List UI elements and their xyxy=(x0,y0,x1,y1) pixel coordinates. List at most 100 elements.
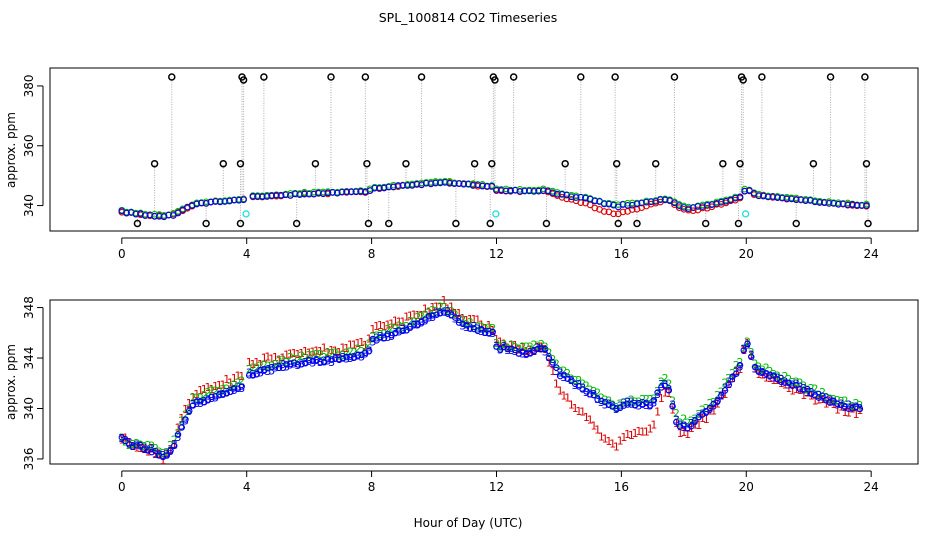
red-marker: 1 xyxy=(527,344,534,357)
blue-marker: 3 xyxy=(489,327,496,340)
blue-marker: 3 xyxy=(752,362,759,375)
top-y-tick-label: 340 xyxy=(22,194,36,217)
red-marker: 1 xyxy=(545,357,552,370)
blue-point xyxy=(806,197,814,204)
red-marker: 1 xyxy=(276,353,283,366)
black-spike-point xyxy=(612,159,621,168)
blue-marker: 3 xyxy=(703,406,710,419)
top-panel: 0 4 8 12 16 20 24 340 360 380 approx. ppm xyxy=(4,67,919,261)
green-marker: 2 xyxy=(530,339,537,352)
blue-marker: 3 xyxy=(403,324,410,337)
green-marker: 2 xyxy=(628,393,635,406)
red-marker: 1 xyxy=(485,319,492,332)
blue-marker: 3 xyxy=(388,330,395,343)
blue-marker: 3 xyxy=(216,389,223,402)
top-y-tick-label: 380 xyxy=(22,74,36,97)
red-marker: 1 xyxy=(407,310,414,323)
blue-marker: 3 xyxy=(695,410,702,423)
blue-marker: 3 xyxy=(781,375,788,388)
red-point xyxy=(703,204,711,212)
red-marker: 1 xyxy=(849,402,856,415)
red-marker: 1 xyxy=(339,342,346,355)
blue-circle-point xyxy=(508,345,515,352)
blue-marker: 3 xyxy=(808,386,815,399)
red-marker: 1 xyxy=(433,300,440,313)
blue-point xyxy=(783,195,791,202)
green-marker: 2 xyxy=(647,393,654,406)
green-point xyxy=(628,199,636,207)
blue-circle-point xyxy=(489,328,496,336)
green-marker: 2 xyxy=(767,365,774,378)
blue-circle-point xyxy=(279,364,287,372)
blue-point xyxy=(399,182,407,189)
red-marker: 1 xyxy=(362,339,369,352)
blue-point xyxy=(207,198,215,206)
red-point xyxy=(591,204,599,212)
blue-point xyxy=(493,186,500,194)
blue-marker: 3 xyxy=(594,393,601,406)
red-marker: 1 xyxy=(294,348,301,361)
red-marker: 1 xyxy=(534,341,541,354)
red-marker: 1 xyxy=(722,388,729,401)
black-spike-point xyxy=(470,159,479,168)
blue-marker: 3 xyxy=(617,400,624,413)
blue-point xyxy=(483,183,491,190)
green-marker: 2 xyxy=(710,396,717,409)
blue-circle-point xyxy=(178,424,186,431)
green-marker: 2 xyxy=(748,346,755,359)
blue-marker: 3 xyxy=(354,350,361,363)
blue-point xyxy=(657,196,664,203)
green-marker: 2 xyxy=(504,342,511,355)
black-spike-point xyxy=(633,219,641,228)
red-marker: 1 xyxy=(673,417,680,430)
blue-marker: 3 xyxy=(268,365,275,378)
red-marker: 1 xyxy=(823,397,830,410)
blue-point xyxy=(731,194,739,202)
green-marker: 2 xyxy=(388,321,395,334)
green-point xyxy=(614,201,622,209)
red-marker: 1 xyxy=(418,309,425,322)
blue-point xyxy=(858,202,866,209)
green-marker: 2 xyxy=(396,320,403,333)
red-marker: 1 xyxy=(160,454,167,467)
top-x-tick-label: 24 xyxy=(864,247,879,261)
red-marker: 1 xyxy=(321,341,328,354)
green-marker: 2 xyxy=(246,363,253,376)
green-marker: 2 xyxy=(204,386,211,399)
green-marker: 2 xyxy=(781,370,788,383)
green-marker: 2 xyxy=(714,389,721,402)
red-marker: 1 xyxy=(381,320,388,333)
blue-circle-point xyxy=(455,319,463,326)
black-spike-point xyxy=(736,159,744,168)
red-marker: 1 xyxy=(624,428,631,441)
blue-point xyxy=(811,198,819,206)
blue-marker: 3 xyxy=(351,351,358,364)
blue-circle-point xyxy=(654,389,661,396)
black-spike-point xyxy=(239,76,248,84)
blue-circle-point xyxy=(437,309,444,317)
blue-circle-point xyxy=(193,398,200,405)
green-marker: 2 xyxy=(849,400,856,413)
red-marker: 1 xyxy=(635,425,642,438)
blue-marker: 3 xyxy=(774,371,781,384)
green-marker: 2 xyxy=(366,338,373,351)
green-marker: 2 xyxy=(343,347,350,360)
blue-circle-point xyxy=(317,359,324,366)
blue-point xyxy=(371,184,379,192)
top-x-tick-label: 8 xyxy=(368,247,376,261)
bottom-y-tick-label: 344 xyxy=(22,347,36,370)
green-marker: 2 xyxy=(834,394,841,407)
red-marker: 1 xyxy=(669,404,676,417)
black-spike-point xyxy=(561,159,569,168)
red-marker: 1 xyxy=(403,311,410,324)
blue-point xyxy=(572,194,580,201)
blue-circle-point xyxy=(628,401,635,408)
green-marker: 2 xyxy=(302,351,309,364)
green-marker: 2 xyxy=(845,398,852,411)
blue-marker: 3 xyxy=(426,311,433,324)
green-marker: 2 xyxy=(489,322,496,335)
blue-circle-point xyxy=(560,371,568,379)
blue-point xyxy=(226,197,233,205)
blue-point xyxy=(539,187,547,195)
red-marker: 1 xyxy=(231,372,238,385)
